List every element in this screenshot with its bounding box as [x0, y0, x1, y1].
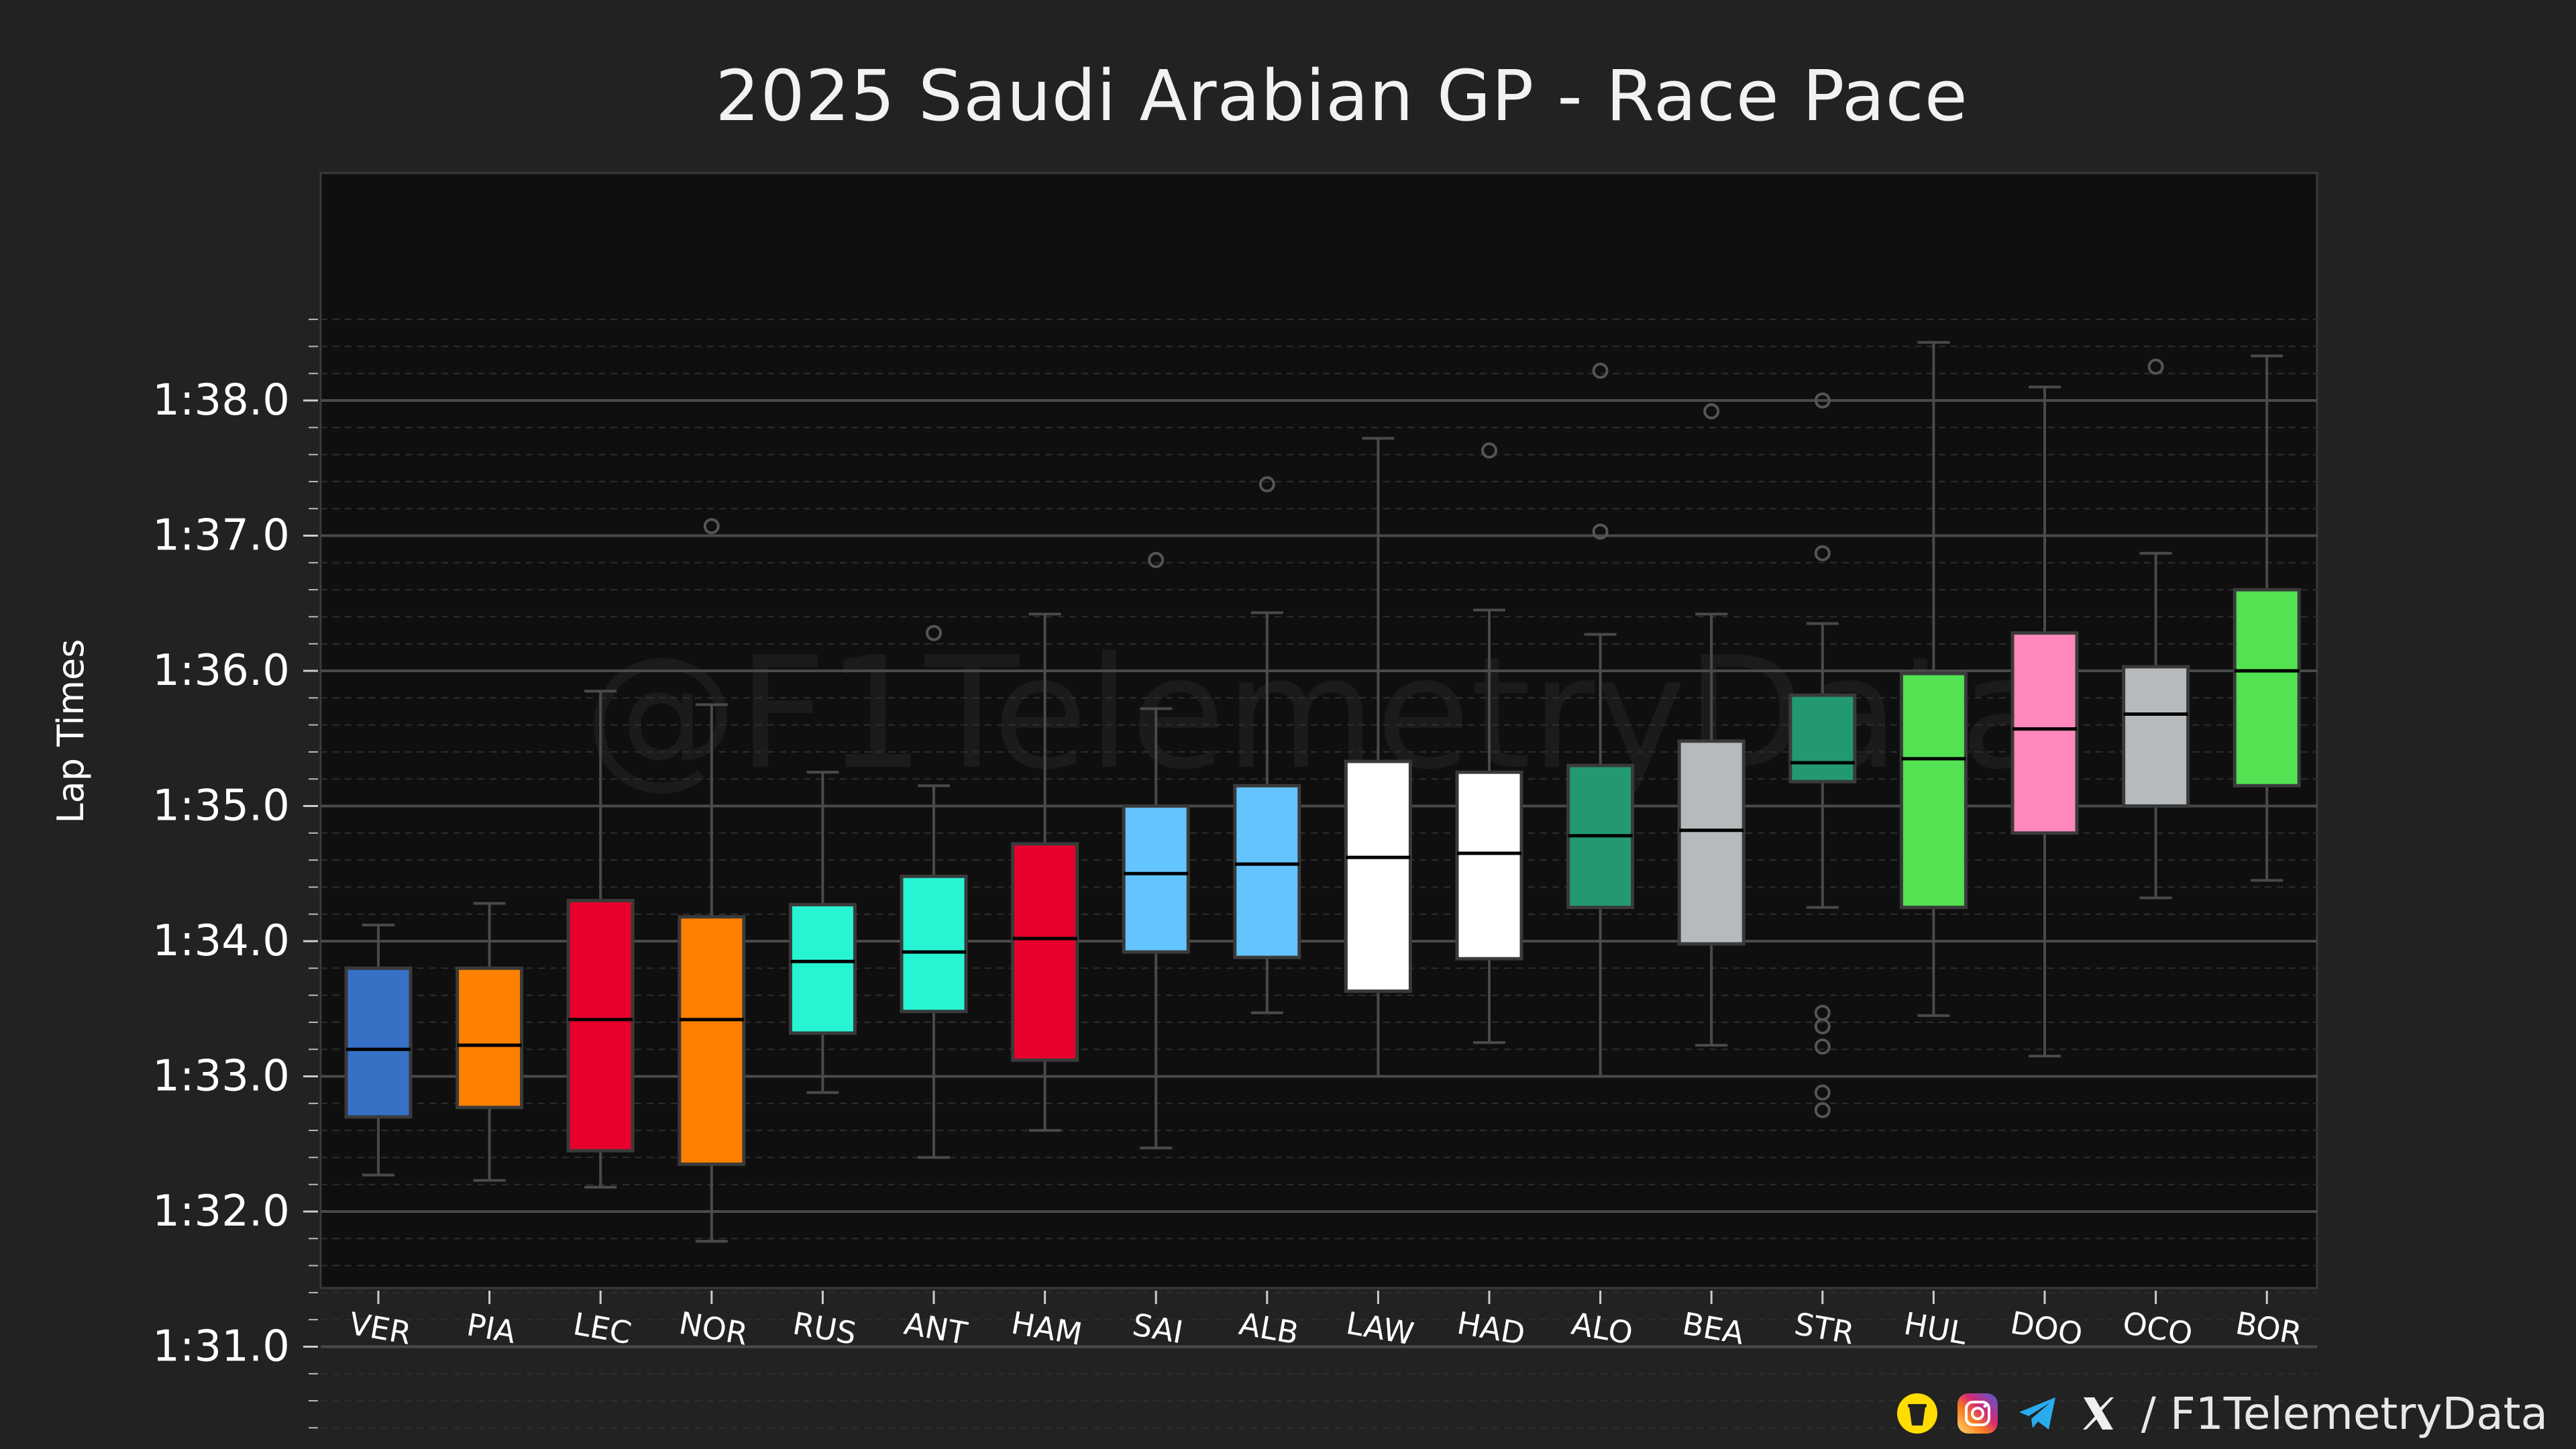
y-tick-label: 1:33.0	[152, 1052, 290, 1102]
box-bor	[2233, 354, 2301, 882]
x-tick-label: HAM	[1009, 1304, 1085, 1352]
box-rus	[788, 771, 857, 1094]
outlier-point	[1592, 523, 1609, 540]
x-tick-label: HUL	[1901, 1305, 1970, 1352]
x-tick-label: LEC	[571, 1305, 635, 1351]
box-alb	[1233, 476, 1301, 1014]
outlier-point	[1481, 442, 1497, 459]
outlier-point	[703, 518, 720, 535]
y-tick-label: 1:34.0	[152, 916, 290, 966]
box-had	[1455, 442, 1523, 1044]
iqr-box	[2233, 588, 2301, 788]
x-tick-label: NOR	[676, 1305, 750, 1352]
iqr-box	[788, 903, 857, 1035]
outlier-point	[926, 625, 942, 641]
box-law	[1344, 437, 1412, 1078]
buymeacoffee-icon[interactable]	[1896, 1392, 1939, 1435]
box-hul	[1899, 341, 1968, 1017]
y-tick-label: 1:36.0	[152, 646, 290, 696]
y-axis: 1:31.0 1:32.0 1:33.0 1:34.0 1:35.0 1:36.0 1:37…	[152, 319, 318, 1429]
iqr-box	[455, 966, 524, 1110]
y-tick-label: 1:35.0	[152, 782, 290, 831]
x-tick-label: LAW	[1344, 1305, 1417, 1352]
box-doo	[2010, 385, 2079, 1058]
x-icon[interactable]	[2077, 1392, 2120, 1435]
x-tick-label: RUS	[790, 1305, 859, 1352]
y-tick-label: 1:32.0	[152, 1187, 290, 1236]
box-alo	[1566, 362, 1635, 1078]
iqr-box	[1788, 693, 1857, 784]
y-tick-label: 1:38.0	[152, 376, 290, 425]
iqr-box	[1455, 770, 1523, 961]
iqr-box	[1899, 672, 1968, 910]
iqr-box	[2122, 665, 2190, 808]
gridlines	[321, 319, 2317, 1429]
x-tick-label: DOO	[2008, 1304, 2086, 1352]
box-nor	[678, 518, 746, 1243]
outlier-point	[1592, 362, 1609, 379]
outlier-point	[1258, 476, 1275, 492]
x-tick-label: PIA	[464, 1306, 519, 1350]
iqr-box	[1677, 739, 1746, 946]
y-tick-label: 1:31.0	[152, 1322, 290, 1372]
iqr-box	[2010, 631, 2079, 835]
box-sai	[1122, 551, 1190, 1150]
footer-handle[interactable]: / F1TelemetryData	[2141, 1387, 2548, 1440]
x-tick-label: SAI	[1130, 1306, 1185, 1350]
social-footer: / F1TelemetryData	[1896, 1383, 2548, 1444]
iqr-box	[678, 915, 746, 1166]
x-tick-label: ALO	[1569, 1305, 1636, 1352]
instagram-icon[interactable]	[1956, 1392, 1999, 1435]
iqr-box	[1233, 784, 1301, 959]
telegram-icon[interactable]	[2017, 1392, 2059, 1435]
outlier-point	[1814, 545, 1831, 561]
box-oco	[2122, 358, 2190, 900]
x-tick-label: HAD	[1454, 1305, 1527, 1352]
box-ham	[1011, 612, 1079, 1132]
x-tick-label: BEA	[1680, 1305, 1748, 1352]
x-axis: VER PIA LEC NOR RUS ANT HAM SAI ALB LAW HAD ALO BEA S…	[347, 1291, 2305, 1352]
outlier-point	[1814, 392, 1831, 409]
boxes-layer	[344, 341, 2301, 1243]
outlier-point	[1814, 1084, 1831, 1101]
x-tick-label: STR	[1792, 1305, 1857, 1352]
outlier-point	[1814, 1038, 1831, 1055]
box-str	[1788, 392, 1857, 1118]
iqr-box	[344, 966, 413, 1119]
x-tick-label: BOR	[2233, 1305, 2305, 1352]
x-tick-label: ALB	[1236, 1305, 1301, 1352]
iqr-box	[1011, 842, 1079, 1062]
y-tick-label: 1:37.0	[152, 511, 290, 561]
box-ver	[344, 923, 413, 1177]
box-pia	[455, 902, 524, 1182]
y-axis-label: Lap Times	[50, 639, 92, 824]
plot-area	[319, 172, 2318, 1289]
chart-title: 2025 Saudi Arabian GP - Race Pace	[715, 55, 1968, 137]
iqr-box	[1344, 759, 1412, 994]
outlier-point	[1703, 403, 1720, 420]
iqr-box	[1122, 804, 1190, 954]
outlier-point	[1814, 1004, 1831, 1021]
outlier-point	[2147, 358, 2164, 375]
iqr-box	[566, 899, 635, 1152]
iqr-box	[900, 874, 968, 1014]
outlier-point	[1814, 1102, 1831, 1118]
box-bea	[1677, 403, 1746, 1047]
box-lec	[566, 690, 635, 1189]
x-tick-label: OCO	[2120, 1305, 2195, 1352]
x-tick-label: ANT	[902, 1305, 971, 1352]
x-tick-label: VER	[347, 1305, 414, 1352]
outlier-point	[1148, 551, 1165, 568]
box-ant	[900, 625, 968, 1159]
